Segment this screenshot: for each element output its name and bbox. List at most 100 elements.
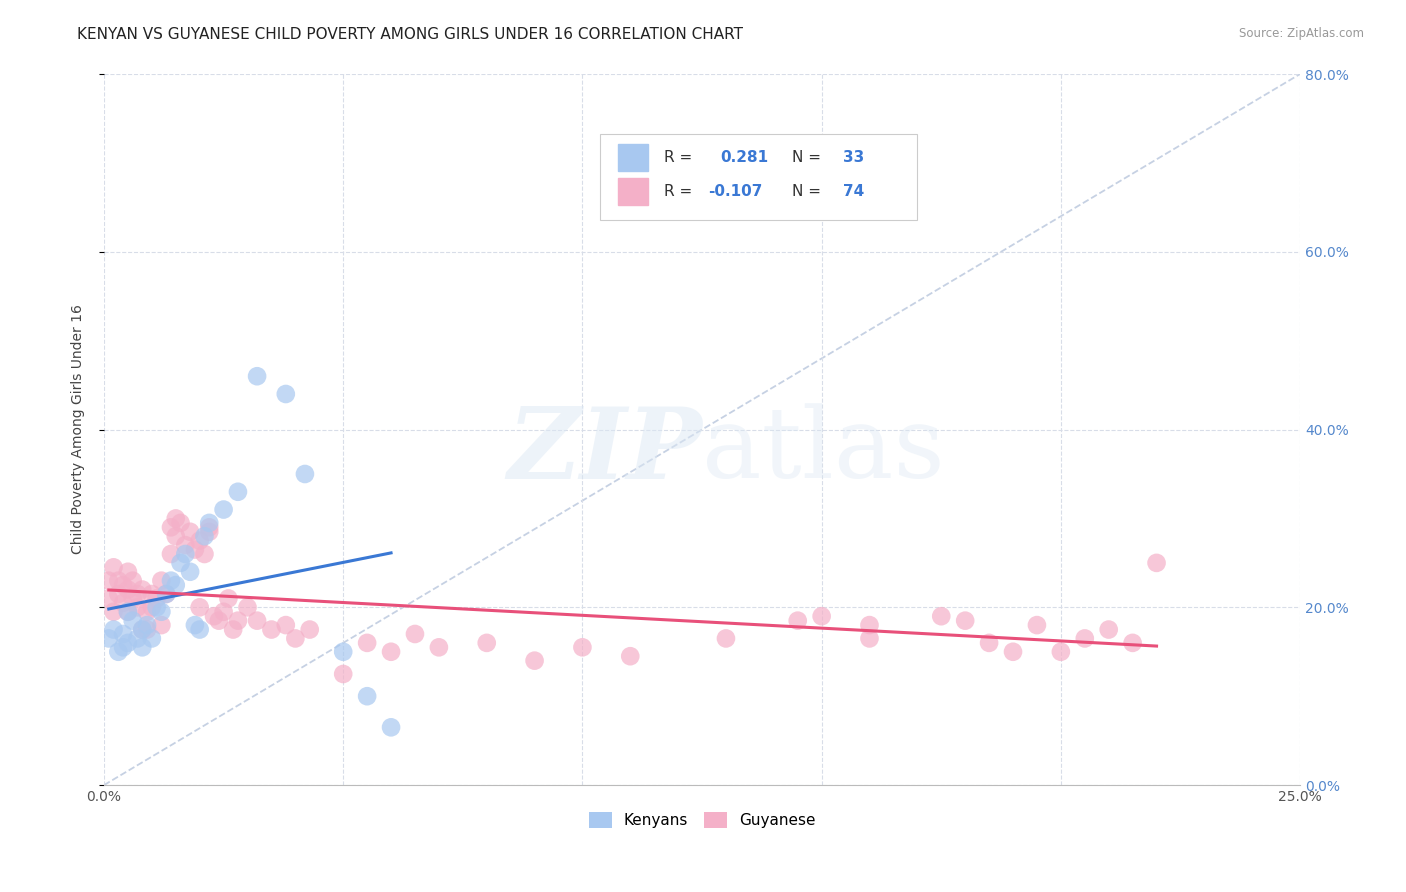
Point [184, 618, 207, 632]
Point [121, 591, 143, 606]
Text: 0.281: 0.281 [720, 151, 768, 165]
Point [380, 645, 402, 659]
Point [1050, 645, 1073, 659]
Point [356, 636, 378, 650]
Point [160, 520, 183, 534]
Point [246, 369, 269, 384]
Point [1098, 623, 1121, 637]
Point [97, 591, 120, 606]
Point [160, 574, 183, 588]
Point [212, 605, 235, 619]
Point [165, 511, 187, 525]
Point [810, 609, 832, 624]
Point [136, 605, 159, 619]
Text: -0.107: -0.107 [709, 184, 762, 199]
Point [127, 587, 149, 601]
Point [294, 467, 316, 481]
Point [246, 614, 269, 628]
Point [121, 614, 143, 628]
Point [141, 587, 163, 601]
Point [202, 609, 225, 624]
Point [427, 640, 450, 655]
Point [260, 623, 283, 637]
Legend: Kenyans, Guyanese: Kenyans, Guyanese [582, 805, 821, 834]
Text: 74: 74 [844, 184, 865, 199]
Point [188, 600, 211, 615]
Point [145, 591, 167, 606]
Text: KENYAN VS GUYANESE CHILD POVERTY AMONG GIRLS UNDER 16 CORRELATION CHART: KENYAN VS GUYANESE CHILD POVERTY AMONG G… [77, 27, 744, 42]
Point [1074, 632, 1097, 646]
Point [131, 623, 153, 637]
Point [208, 614, 231, 628]
Point [112, 627, 135, 641]
Point [117, 636, 139, 650]
Point [169, 516, 191, 530]
Point [977, 636, 1000, 650]
Text: Source: ZipAtlas.com: Source: ZipAtlas.com [1239, 27, 1364, 40]
Point [103, 605, 125, 619]
Point [169, 556, 191, 570]
Point [236, 600, 259, 615]
Point [127, 600, 149, 615]
Point [179, 524, 201, 539]
Point [160, 547, 183, 561]
Point [107, 574, 129, 588]
Point [380, 720, 402, 734]
FancyBboxPatch shape [600, 135, 917, 219]
Point [786, 614, 808, 628]
Point [127, 632, 149, 646]
Point [274, 618, 297, 632]
Point [150, 574, 173, 588]
Text: ZIP: ZIP [508, 402, 702, 500]
Point [141, 632, 163, 646]
Point [217, 591, 239, 606]
Point [858, 632, 880, 646]
Point [193, 529, 215, 543]
Text: atlas: atlas [702, 403, 945, 499]
Point [929, 609, 952, 624]
Point [188, 623, 211, 637]
Point [188, 533, 211, 548]
Point [222, 623, 245, 637]
Point [112, 640, 135, 655]
Point [112, 596, 135, 610]
Point [198, 524, 221, 539]
Point [103, 560, 125, 574]
Point [131, 640, 153, 655]
Text: 33: 33 [844, 151, 865, 165]
Point [121, 574, 143, 588]
Point [571, 640, 593, 655]
Point [97, 574, 120, 588]
Point [226, 484, 249, 499]
Point [136, 618, 159, 632]
Point [131, 582, 153, 597]
Point [1001, 645, 1024, 659]
Point [1026, 618, 1049, 632]
Point [274, 387, 297, 401]
Point [475, 636, 498, 650]
Point [117, 605, 139, 619]
Point [284, 632, 307, 646]
Point [179, 565, 201, 579]
Point [117, 565, 139, 579]
Point [150, 618, 173, 632]
Point [150, 605, 173, 619]
Point [619, 649, 641, 664]
Point [226, 614, 249, 628]
Text: R =: R = [664, 151, 692, 165]
Point [174, 538, 197, 552]
Bar [619, 145, 648, 171]
Point [97, 632, 120, 646]
Point [212, 502, 235, 516]
Point [714, 632, 737, 646]
Point [953, 614, 976, 628]
Point [298, 623, 321, 637]
Point [165, 529, 187, 543]
Point [1146, 556, 1168, 570]
Point [198, 520, 221, 534]
Point [332, 645, 354, 659]
Point [404, 627, 426, 641]
Text: N =: N = [792, 151, 821, 165]
Point [198, 516, 221, 530]
Bar [619, 178, 648, 205]
